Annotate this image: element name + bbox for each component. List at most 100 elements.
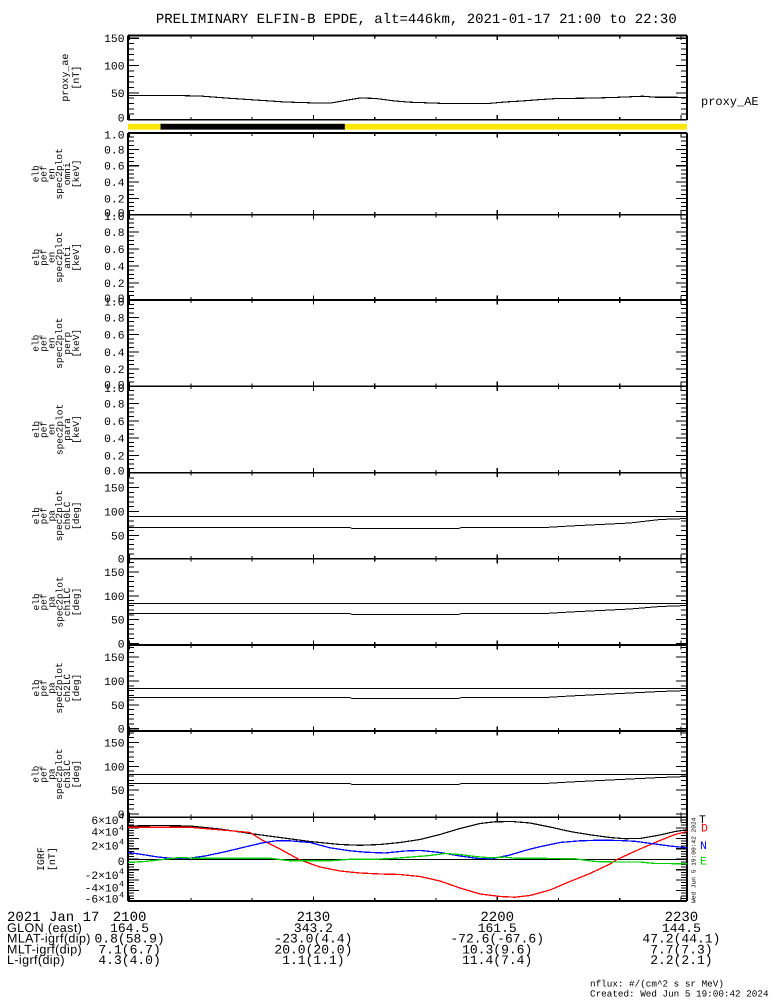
- svg-text:164.5: 164.5: [110, 921, 149, 936]
- svg-text:[keV]: [keV]: [71, 243, 82, 272]
- svg-text:0.4: 0.4: [104, 262, 125, 274]
- svg-text:pef: pef: [39, 507, 50, 524]
- svg-text:161.5: 161.5: [478, 921, 517, 936]
- svg-text:[nT]: [nT]: [47, 847, 59, 871]
- svg-text:4.3(4.0): 4.3(4.0): [98, 953, 160, 968]
- svg-text:D: D: [701, 823, 708, 836]
- svg-text:0: 0: [118, 640, 125, 652]
- svg-text:en: en: [46, 337, 57, 348]
- svg-text:10.3(9.6): 10.3(9.6): [462, 942, 532, 957]
- svg-text:0.0: 0.0: [104, 294, 125, 306]
- svg-text:nflux: #/(cm^2 s sr MeV): nflux: #/(cm^2 s sr MeV): [590, 979, 724, 990]
- svg-text:150: 150: [104, 484, 125, 496]
- svg-text:50: 50: [111, 786, 125, 798]
- svg-text:0: 0: [118, 725, 125, 737]
- svg-text:11.4(7.4): 11.4(7.4): [462, 953, 532, 968]
- svg-text:0.0: 0.0: [104, 209, 125, 221]
- svg-text:elb: elb: [31, 679, 42, 696]
- svg-text:PRELIMINARY ELFIN-B EPDE, alt=: PRELIMINARY ELFIN-B EPDE, alt=446km, 202…: [156, 12, 677, 28]
- svg-text:[deg]: [deg]: [71, 588, 82, 617]
- svg-text:50: 50: [111, 531, 125, 543]
- svg-text:IGRF: IGRF: [37, 847, 48, 871]
- svg-text:50: 50: [111, 89, 125, 101]
- svg-text:spec2plot: spec2plot: [54, 748, 65, 799]
- svg-text:elb: elb: [31, 593, 42, 610]
- svg-text:elb: elb: [31, 334, 42, 351]
- svg-text:GLON (east): GLON (east): [7, 921, 82, 935]
- svg-text:0.2: 0.2: [104, 279, 124, 291]
- svg-text:0.6: 0.6: [104, 162, 125, 174]
- svg-text:4: 4: [119, 812, 124, 822]
- svg-text:100: 100: [104, 762, 125, 774]
- svg-text:-4×10: -4×10: [85, 884, 119, 896]
- svg-text:elb: elb: [31, 507, 42, 524]
- svg-text:0.8(58.9): 0.8(58.9): [94, 932, 164, 947]
- svg-text:N: N: [700, 840, 707, 853]
- svg-text:0.0: 0.0: [104, 467, 125, 479]
- svg-text:150: 150: [104, 34, 125, 46]
- svg-text:ch2LC: ch2LC: [62, 673, 73, 702]
- svg-text:4: 4: [119, 880, 124, 890]
- svg-text:ch1LC: ch1LC: [62, 587, 73, 616]
- svg-text:para: para: [62, 418, 73, 441]
- svg-text:Wed Jun 5 19:00:42 2024: Wed Jun 5 19:00:42 2024: [690, 817, 697, 903]
- svg-text:pef: pef: [39, 421, 50, 438]
- svg-text:pef: pef: [39, 334, 50, 351]
- svg-text:elb: elb: [31, 249, 42, 266]
- svg-text:spec2plot: spec2plot: [54, 317, 65, 368]
- svg-text:[keV]: [keV]: [71, 160, 82, 189]
- svg-text:0.4: 0.4: [104, 434, 125, 446]
- svg-text:2200: 2200: [480, 910, 514, 926]
- svg-text:50: 50: [111, 701, 125, 713]
- svg-text:[deg]: [deg]: [71, 760, 82, 789]
- svg-text:spec2plot: spec2plot: [54, 148, 65, 199]
- svg-text:4: 4: [119, 867, 124, 877]
- svg-text:Created: Wed Jun 5 19:00:42 2: Created: Wed Jun 5 19:00:42 2024: [590, 989, 769, 1000]
- svg-text:7.7(7.3): 7.7(7.3): [650, 942, 712, 957]
- svg-text:spec2plot: spec2plot: [54, 490, 65, 541]
- svg-text:elb: elb: [31, 421, 42, 438]
- svg-text:150: 150: [104, 568, 125, 580]
- svg-text:pef: pef: [39, 765, 50, 782]
- svg-text:en: en: [46, 168, 57, 179]
- svg-text:0.2: 0.2: [104, 451, 124, 463]
- svg-text:2021 Jan 17: 2021 Jan 17: [7, 910, 99, 926]
- svg-text:4×10: 4×10: [91, 828, 118, 840]
- svg-text:0.2: 0.2: [104, 194, 124, 206]
- svg-text:[deg]: [deg]: [71, 674, 82, 703]
- svg-text:144.5: 144.5: [662, 921, 701, 936]
- svg-text:spec2plot: spec2plot: [54, 576, 65, 627]
- svg-text:-6×10: -6×10: [85, 895, 119, 907]
- svg-text:2.2(2.1): 2.2(2.1): [650, 953, 712, 968]
- svg-text:2×10: 2×10: [91, 842, 118, 854]
- svg-text:0.4: 0.4: [104, 178, 125, 190]
- svg-text:0: 0: [118, 810, 125, 822]
- svg-text:7.1(6.7): 7.1(6.7): [98, 942, 160, 957]
- svg-text:T: T: [699, 814, 706, 827]
- svg-text:1.0: 1.0: [104, 298, 125, 310]
- svg-text:100: 100: [104, 677, 125, 689]
- svg-text:spec2plot: spec2plot: [54, 662, 65, 713]
- svg-text:4: 4: [119, 838, 124, 848]
- svg-text:0.6: 0.6: [104, 417, 125, 429]
- svg-text:elb: elb: [31, 165, 42, 182]
- svg-text:omni: omni: [62, 162, 73, 185]
- svg-text:0: 0: [118, 555, 125, 567]
- svg-text:ch0LC: ch0LC: [62, 501, 73, 530]
- svg-text:2130: 2130: [297, 910, 331, 926]
- svg-text:spec2plot: spec2plot: [54, 232, 65, 283]
- svg-text:en: en: [46, 252, 57, 263]
- svg-text:0: 0: [118, 114, 125, 126]
- svg-text:0.2: 0.2: [104, 365, 124, 377]
- svg-text:0.6: 0.6: [104, 245, 125, 257]
- svg-text:[keV]: [keV]: [71, 329, 82, 358]
- svg-text:proxy_ae: proxy_ae: [61, 54, 72, 102]
- svg-text:20.0(20.0): 20.0(20.0): [274, 942, 352, 957]
- svg-text:0.6: 0.6: [104, 331, 125, 343]
- svg-text:pef: pef: [39, 679, 50, 696]
- svg-text:pa: pa: [46, 510, 57, 522]
- svg-text:en: en: [46, 424, 57, 435]
- svg-text:spec2plot: spec2plot: [54, 404, 65, 455]
- svg-text:1.0: 1.0: [104, 384, 125, 396]
- svg-text:0.8: 0.8: [104, 313, 125, 325]
